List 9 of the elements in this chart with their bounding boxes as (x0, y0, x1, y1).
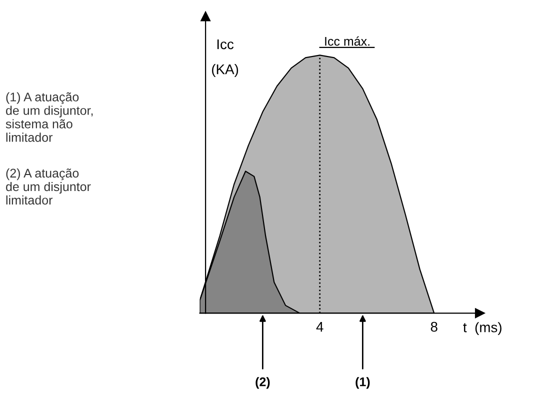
x-tick-label: 4 (316, 322, 324, 332)
x-tick-label: 8 (430, 322, 438, 332)
ref-line-label: Icc máx. (325, 36, 370, 46)
annotation: (1) (356, 377, 370, 389)
x-axis-title: t (ms) (463, 322, 502, 336)
text: (2) A atuação de um disjuntor limitador (6, 168, 91, 205)
y-axis-title: Icc (KA) (212, 40, 238, 77)
annotation: (2) (256, 377, 270, 389)
text: (1) A atuação de um disjuntor, sistema não limitador (6, 92, 93, 142)
